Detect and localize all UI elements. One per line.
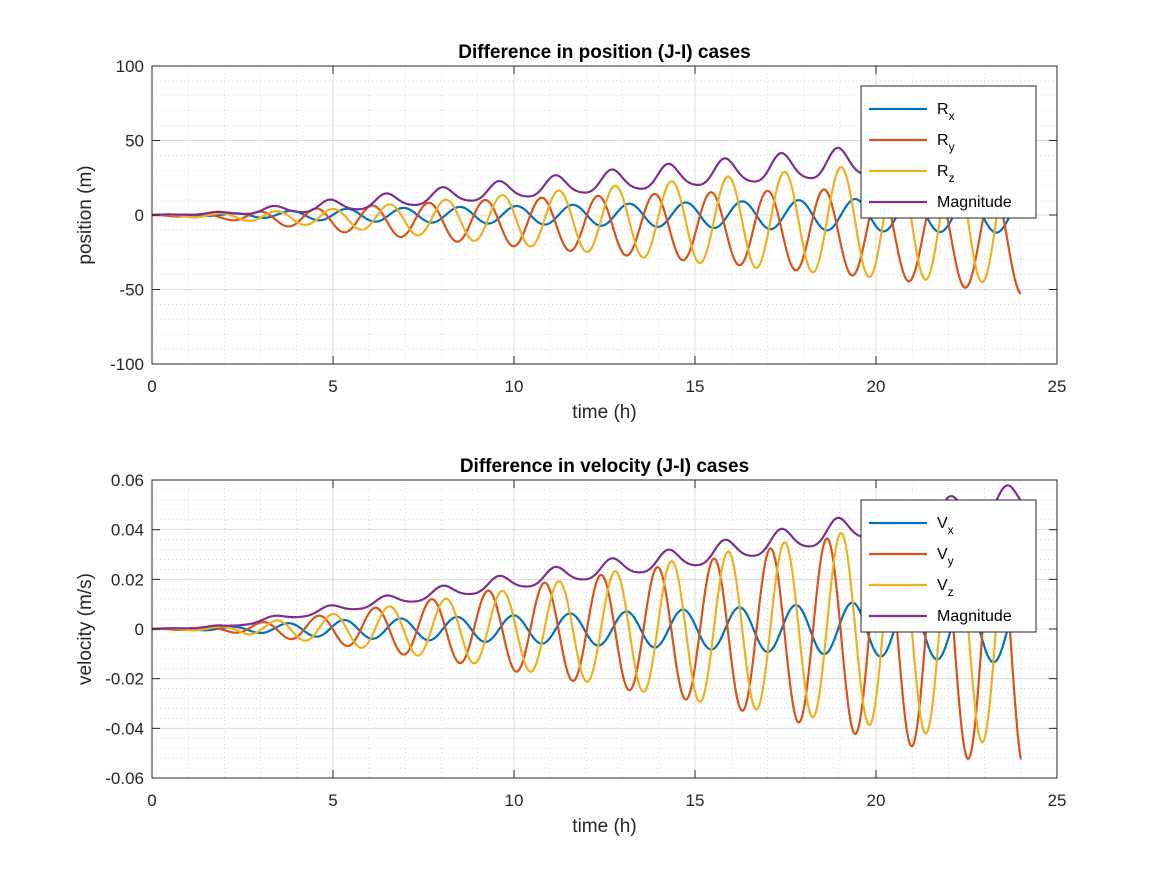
chart-title: Difference in velocity (J-I) cases: [460, 456, 749, 477]
x-tick-label: 15: [686, 791, 705, 810]
x-tick-label: 25: [1048, 377, 1067, 396]
y-tick-label: -0.04: [105, 719, 144, 738]
x-tick-label: 15: [686, 377, 705, 396]
y-tick-label: -100: [110, 355, 144, 374]
x-tick-label: 5: [328, 377, 337, 396]
y-axis-label: velocity (m/s): [75, 573, 96, 685]
y-tick-label: 0.04: [111, 521, 144, 540]
x-tick-label: 10: [505, 791, 524, 810]
x-tick-label: 5: [328, 791, 337, 810]
y-tick-label: -0.02: [105, 670, 144, 689]
y-tick-label: 0.02: [111, 570, 144, 589]
x-tick-label: 25: [1048, 791, 1067, 810]
legend-entry: Magnitude: [937, 608, 1012, 625]
x-tick-label: 20: [867, 377, 886, 396]
y-tick-label: 0: [135, 206, 144, 225]
y-tick-label: 0.06: [111, 471, 144, 490]
y-tick-label: 100: [116, 57, 144, 76]
y-axis-label: position (m): [75, 165, 96, 264]
x-tick-label: 20: [867, 791, 886, 810]
x-tick-label: 0: [147, 377, 156, 396]
x-axis-label: time (h): [572, 816, 636, 837]
x-axis-label: time (h): [572, 402, 636, 423]
chart-title: Difference in position (J-I) cases: [458, 42, 750, 63]
y-tick-label: -50: [119, 281, 144, 300]
y-tick-label: -0.06: [105, 769, 144, 788]
y-tick-label: 50: [125, 132, 144, 151]
legend-entry: Magnitude: [937, 194, 1012, 211]
x-tick-label: 10: [505, 377, 524, 396]
x-tick-label: 0: [147, 791, 156, 810]
y-tick-label: 0: [135, 620, 144, 639]
